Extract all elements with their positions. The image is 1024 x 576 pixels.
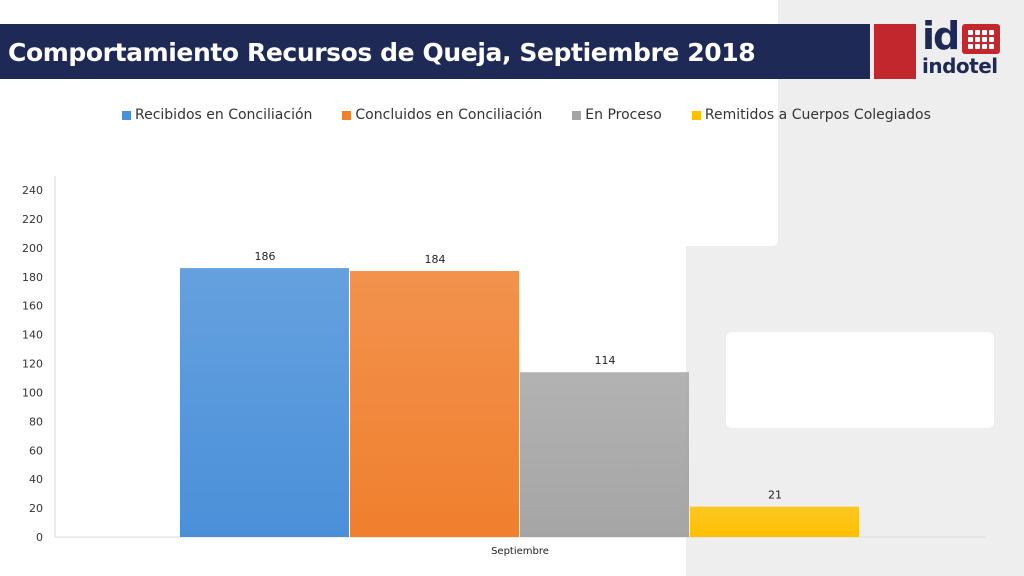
x-tick-label: Septiembre [491,546,549,557]
legend-swatch [342,110,352,120]
y-tick-label: 40 [29,473,43,486]
bar-chart: 0 20 40 60 80 100 120 140 160 180 200 220 240 186 184 1… [22,176,985,557]
legend-item-remitidos: Remitidos a Cuerpos Colegiados [691,107,931,123]
legend-item-en-proceso: En Proceso [572,107,662,123]
data-label: 114 [595,354,616,367]
legend-label: Recibidos en Conciliación [135,107,313,123]
legend-item-concluidos: Concluidos en Conciliación [342,107,542,123]
legend-label: Remitidos a Cuerpos Colegiados [704,107,931,123]
bar [520,372,689,537]
bar [180,268,349,537]
chart-legend: Recibidos en Conciliación Concluidos en … [122,106,961,124]
data-label: 184 [425,253,446,266]
bar [690,506,859,537]
y-tick-label: 120 [22,358,43,371]
data-label: 186 [255,250,276,263]
y-tick-label: 60 [29,444,43,457]
legend-swatch [691,110,701,120]
page-title: Comportamiento Recursos de Queja, Septie… [8,38,756,67]
title-bar: Comportamiento Recursos de Queja, Septie… [0,24,870,79]
logo-accent-block [874,24,916,79]
background-card-middle [726,332,994,428]
y-tick-label: 80 [29,415,43,428]
legend-item-recibidos: Recibidos en Conciliación [122,107,312,123]
legend-swatch [122,110,131,120]
legend-label: Concluidos en Conciliación [355,107,543,123]
y-tick-label: 20 [29,502,43,515]
logo-mark: id [922,14,960,58]
y-tick-label: 180 [22,271,43,284]
logo-grid-icon [962,24,1000,54]
bar [350,270,519,537]
y-tick-label: 140 [22,329,43,342]
legend-label: En Proceso [585,107,662,123]
y-tick-label: 240 [22,184,43,197]
logo-brand: indotel [922,54,998,78]
legend-swatch [572,110,582,120]
data-label: 21 [768,489,782,502]
y-tick-label: 200 [22,242,43,255]
y-tick-label: 160 [22,300,43,313]
y-tick-label: 220 [22,213,43,226]
y-tick-label: 100 [22,386,43,399]
y-tick-label: 0 [36,531,43,544]
